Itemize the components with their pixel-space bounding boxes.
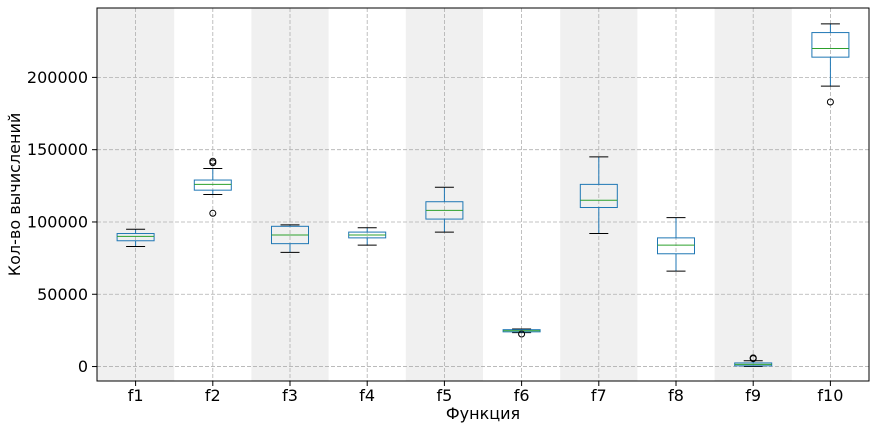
box-f6 (502, 328, 541, 338)
iqr-box (657, 237, 695, 255)
y-tick-label: 0 (78, 357, 88, 376)
outlier-point (826, 98, 834, 106)
box-f3 (271, 224, 309, 253)
x-tick-label: f10 (817, 386, 843, 405)
box-f8 (657, 217, 695, 272)
iqr-box (811, 32, 850, 58)
iqr-box (579, 183, 618, 209)
x-tick-label: f5 (436, 386, 452, 405)
x-tick-label: f9 (745, 386, 761, 405)
box-f10 (811, 23, 850, 106)
box-f5 (425, 186, 464, 233)
x-tick-label: f1 (128, 386, 144, 405)
x-axis-ticks: f1 f2 f3 f4 f5 f6 f7 f8 f9 f10 (128, 381, 843, 405)
box-f1 (116, 228, 155, 248)
boxes-layer (116, 23, 850, 368)
box-f2 (193, 157, 232, 217)
y-tick-label: 100000 (27, 212, 88, 231)
y-axis-ticks: 0 50000 100000 150000 200000 (27, 68, 97, 376)
x-tick-label: f2 (205, 386, 221, 405)
plot-frame (96, 7, 870, 382)
box-f4 (348, 227, 387, 246)
outlier-point (209, 209, 217, 217)
iqr-box (116, 233, 155, 242)
x-tick-label: f4 (359, 386, 375, 405)
y-tick-label: 150000 (27, 140, 88, 159)
iqr-box (193, 179, 232, 191)
outlier-point (209, 157, 217, 165)
x-axis-label: Функция (446, 404, 520, 423)
outlier-point (749, 354, 757, 362)
y-tick-label: 50000 (37, 285, 88, 304)
x-tick-label: f6 (514, 386, 530, 405)
x-tick-label: f7 (591, 386, 607, 405)
x-tick-label: f8 (668, 386, 684, 405)
x-tick-label: f3 (282, 386, 298, 405)
box-f7 (579, 156, 618, 235)
y-tick-label: 200000 (27, 68, 88, 87)
box-f9 (734, 354, 773, 368)
outlier-point (518, 330, 526, 338)
y-axis-label: Кол-во вычислений (5, 113, 24, 277)
